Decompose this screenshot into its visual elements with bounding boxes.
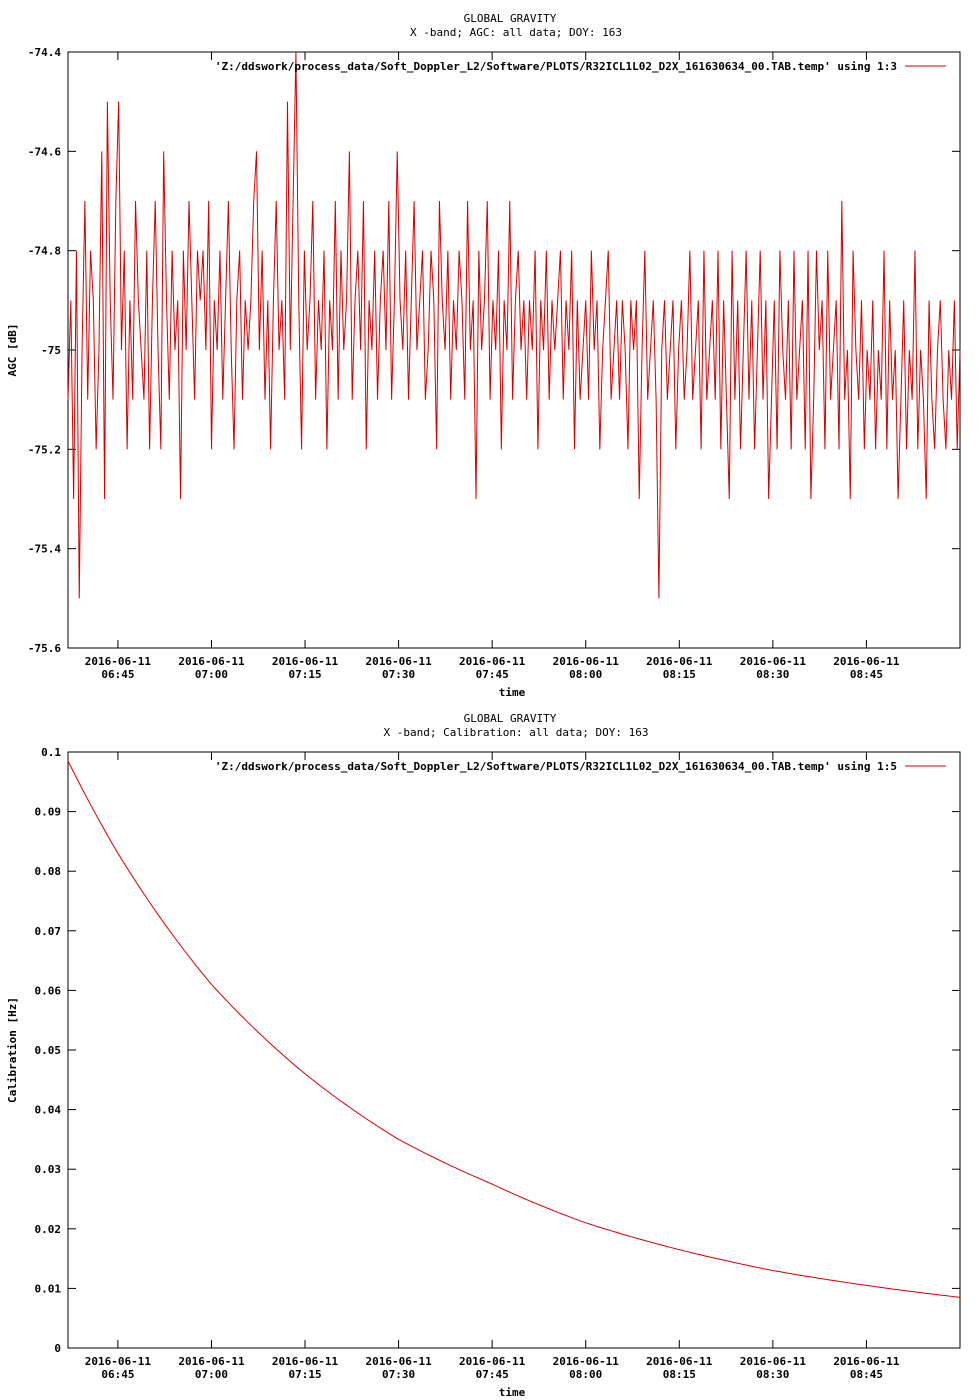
calibration-x-tick-time: 08:15: [663, 1368, 696, 1381]
calibration-x-tick-time: 07:45: [476, 1368, 509, 1381]
calibration-x-tick-date: 2016-06-11: [553, 1355, 620, 1368]
calibration-x-tick-time: 07:15: [288, 1368, 321, 1381]
calibration-y-tick-label: 0: [54, 1342, 61, 1355]
agc-x-tick-date: 2016-06-11: [833, 655, 900, 668]
calibration-x-tick-date: 2016-06-11: [178, 1355, 245, 1368]
agc-x-tick-date: 2016-06-11: [85, 655, 152, 668]
calibration-x-axis-label: time: [499, 1386, 526, 1399]
agc-x-tick-time: 07:45: [476, 668, 509, 681]
calibration-y-tick-label: 0.09: [35, 806, 62, 819]
agc-y-tick-label: -75.2: [28, 443, 61, 456]
agc-x-tick-date: 2016-06-11: [646, 655, 713, 668]
calibration-legend-label: 'Z:/ddswork/process_data/Soft_Doppler_L2…: [215, 760, 897, 773]
calibration-x-tick-time: 06:45: [101, 1368, 134, 1381]
agc-y-tick-label: -74.6: [28, 145, 61, 158]
calibration-y-tick-label: 0.05: [35, 1044, 62, 1057]
calibration-y-tick-label: 0.06: [35, 984, 62, 997]
calibration-y-tick-label: 0.07: [35, 925, 62, 938]
calibration-x-tick-date: 2016-06-11: [740, 1355, 807, 1368]
calibration-x-tick-time: 08:30: [756, 1368, 789, 1381]
calibration-y-tick-label: 0.03: [35, 1163, 62, 1176]
calibration-y-axis-label: Calibration [Hz]: [6, 997, 19, 1103]
calibration-x-tick-date: 2016-06-11: [272, 1355, 339, 1368]
agc-y-tick-label: -75.6: [28, 642, 61, 655]
calibration-chart: GLOBAL GRAVITY X -band; Calibration: all…: [6, 712, 961, 1399]
agc-x-tick-time: 06:45: [101, 668, 134, 681]
agc-x-axis-label: time: [499, 686, 526, 699]
calibration-x-tick-date: 2016-06-11: [833, 1355, 900, 1368]
calibration-x-tick-time: 07:30: [382, 1368, 415, 1381]
agc-x-tick-date: 2016-06-11: [553, 655, 620, 668]
calibration-x-tick-date: 2016-06-11: [365, 1355, 432, 1368]
agc-chart: GLOBAL GRAVITY X -band; AGC: all data; D…: [6, 12, 961, 699]
calibration-y-tick-label: 0.02: [35, 1223, 62, 1236]
calibration-y-tick-label: 0.08: [35, 865, 62, 878]
agc-x-tick-date: 2016-06-11: [272, 655, 339, 668]
agc-x-tick-date: 2016-06-11: [178, 655, 245, 668]
agc-x-tick-date: 2016-06-11: [740, 655, 807, 668]
agc-chart-subtitle: X -band; AGC: all data; DOY: 163: [410, 26, 622, 39]
calibration-series-group: [67, 760, 961, 1298]
agc-y-tick-label: -75: [41, 344, 61, 357]
agc-y-tick-label: -74.8: [28, 245, 61, 258]
calibration-chart-subtitle: X -band; Calibration: all data; DOY: 163: [384, 726, 649, 739]
calibration-y-tick-label: 0.04: [35, 1104, 62, 1117]
calibration-ticks: 0.1 0.09 0.08 0.07 0.06 0.05 0.04 0.03 0.02 0.01 0…: [35, 746, 960, 1381]
calibration-x-tick-date: 2016-06-11: [646, 1355, 713, 1368]
agc-series-line: [67, 51, 961, 599]
calibration-plot-frame: [67, 751, 961, 1349]
agc-x-tick-date: 2016-06-11: [459, 655, 526, 668]
agc-x-tick-time: 07:30: [382, 668, 415, 681]
agc-ticks: -74.4 -74.6 -74.8 -75 -75.2 -75.4 -75.6 2016-06…: [28, 46, 960, 681]
agc-x-tick-time: 08:30: [756, 668, 789, 681]
calibration-y-tick-label: 0.01: [35, 1282, 62, 1295]
agc-x-tick-time: 08:15: [663, 668, 696, 681]
agc-series-group: [67, 51, 961, 599]
agc-chart-title: GLOBAL GRAVITY: [464, 12, 557, 25]
agc-x-tick-time: 07:15: [288, 668, 321, 681]
calibration-x-tick-date: 2016-06-11: [459, 1355, 526, 1368]
agc-y-tick-label: -75.4: [28, 543, 61, 556]
calibration-x-tick-time: 08:45: [850, 1368, 883, 1381]
agc-x-tick-time: 07:00: [195, 668, 228, 681]
calibration-series-line: [67, 760, 961, 1298]
calibration-x-tick-time: 07:00: [195, 1368, 228, 1381]
agc-y-axis-label: AGC [dB]: [6, 324, 19, 377]
agc-y-tick-label: -74.4: [28, 46, 61, 59]
agc-x-tick-time: 08:45: [850, 668, 883, 681]
agc-legend-label: 'Z:/ddswork/process_data/Soft_Doppler_L2…: [215, 60, 897, 73]
agc-x-tick-date: 2016-06-11: [365, 655, 432, 668]
agc-x-tick-time: 08:00: [569, 668, 602, 681]
calibration-x-tick-date: 2016-06-11: [85, 1355, 152, 1368]
calibration-y-tick-label: 0.1: [41, 746, 61, 759]
calibration-x-tick-time: 08:00: [569, 1368, 602, 1381]
calibration-chart-title: GLOBAL GRAVITY: [464, 712, 557, 725]
